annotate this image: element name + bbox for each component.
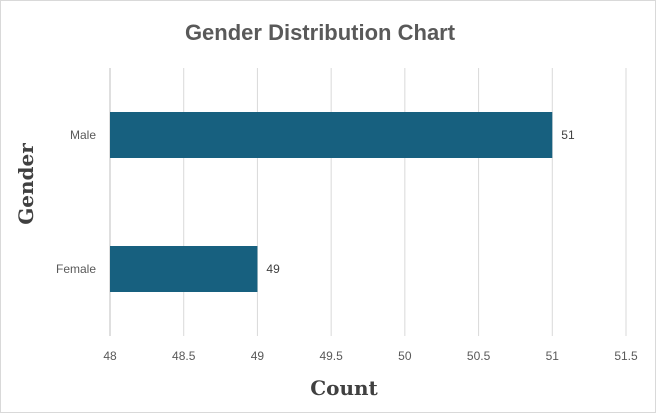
x-tick-label: 49.5 xyxy=(319,349,343,363)
labels: 48 48.5 49 49.5 50 50.5 51 51.5 Male 51 Female 49 xyxy=(56,128,638,363)
bars xyxy=(110,112,553,292)
bar-female xyxy=(110,246,258,292)
data-label: 51 xyxy=(561,128,575,142)
x-tick-label: 51 xyxy=(546,349,560,363)
x-tick-label: 49 xyxy=(251,349,265,363)
x-tick-label: 48 xyxy=(103,349,117,363)
x-axis-title: Count xyxy=(310,376,378,400)
y-tick-label: Male xyxy=(70,128,96,142)
chart-title: Gender Distribution Chart xyxy=(185,20,456,45)
y-axis-title: Gender xyxy=(14,143,38,225)
x-tick-label: 50.5 xyxy=(467,349,491,363)
y-tick-label: Female xyxy=(56,262,96,276)
bar-male xyxy=(110,112,553,158)
x-tick-label: 50 xyxy=(398,349,412,363)
gridlines xyxy=(109,68,627,336)
data-label: 49 xyxy=(266,262,280,276)
x-tick-label: 48.5 xyxy=(172,349,196,363)
x-tick-label: 51.5 xyxy=(614,349,638,363)
